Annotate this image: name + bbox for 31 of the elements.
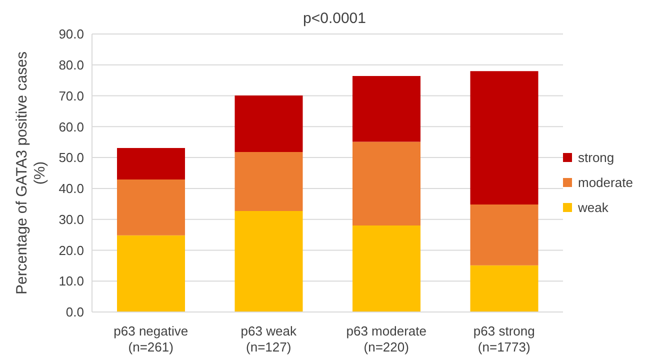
y-tick-label: 60.0 [58,119,84,134]
bar [234,152,303,211]
bar [470,265,538,312]
y-tick-label: 10.0 [58,274,84,289]
x-tick-label: p63 strong (n=1773) [473,324,535,354]
y-tick-label: 70.0 [58,88,84,104]
x-tick-label: p63 weak (n=127) [240,324,297,354]
bar [117,235,185,312]
bar [117,179,185,236]
legend-label: moderate [578,174,633,190]
y-tick-label: 0.0 [66,304,84,320]
x-tick-label: p63 negative (n=261) [114,324,188,354]
legend-label: strong [578,150,614,164]
x-tick-label: p63 moderate (n=220) [346,324,426,354]
y-tick-label: 30.0 [58,212,84,227]
bar [352,76,420,142]
bar [352,226,420,312]
bar [117,148,185,180]
y-axis-title: Percentage of GATA3 positive cases (%) [13,52,49,294]
bar [234,210,303,312]
legend-label: weak [578,200,608,214]
bar [470,71,538,205]
bar [352,142,420,226]
chart-title: p<0.0001 [302,10,367,27]
y-tick-label: 40.0 [58,181,84,196]
y-tick-label: 50.0 [58,150,84,166]
y-tick-label: 20.0 [58,242,84,258]
bar [234,95,303,152]
y-tick-label: 90.0 [58,26,84,42]
bar [470,204,538,266]
y-tick-label: 80.0 [58,58,84,73]
